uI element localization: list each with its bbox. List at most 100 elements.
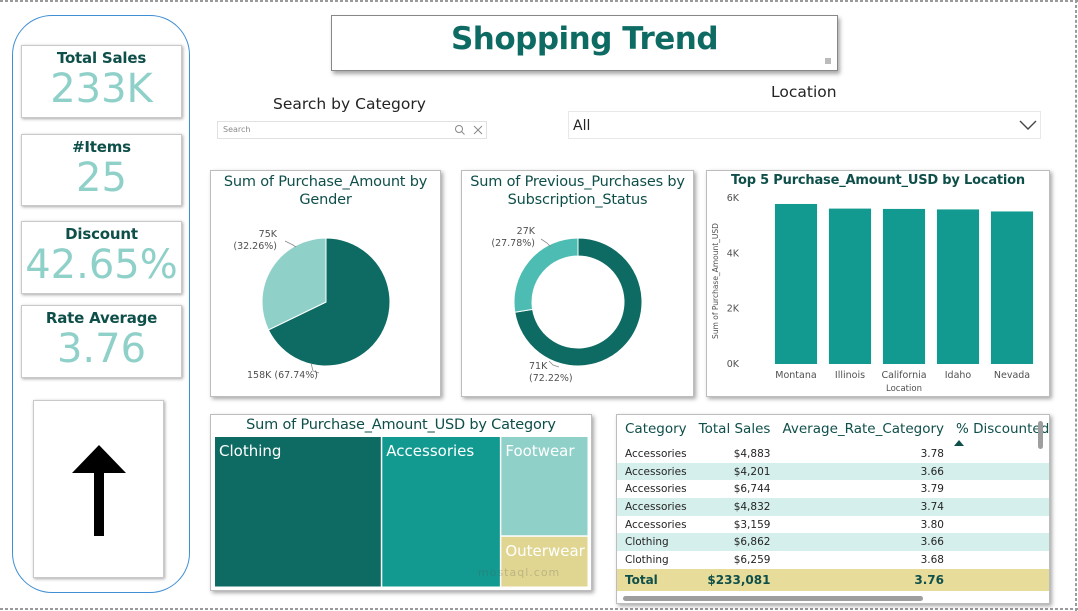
category-treemap-card[interactable]: Sum of Purchase_Amount_USD by Category C… — [210, 414, 592, 591]
bar[interactable] — [990, 211, 1034, 364]
up-arrow-icon — [72, 445, 126, 536]
kpi-label: Rate Average — [45, 309, 158, 327]
table-row[interactable]: Clothing $6,259 3.68 — [617, 551, 1049, 569]
table-row[interactable]: Accessories $4,201 3.66 — [617, 462, 1049, 481]
leader-line — [540, 238, 552, 248]
kpi-label: Discount — [65, 225, 138, 243]
cell-category: Clothing — [625, 553, 669, 566]
search-placeholder: Search — [223, 125, 251, 134]
bar[interactable] — [936, 209, 980, 364]
total-cell: $233,081 — [690, 568, 775, 591]
table-row[interactable]: Accessories $6,744 3.79 — [617, 480, 1049, 498]
treemap-tile[interactable] — [501, 536, 588, 587]
category-search-input[interactable]: Search — [217, 121, 487, 139]
treemap-tile-label: Accessories — [386, 442, 474, 460]
treemap-tile[interactable] — [215, 437, 381, 587]
header-discounted[interactable]: % Discounted S — [948, 415, 1050, 446]
x-tick-label: California — [881, 370, 926, 381]
cell-category: Accessories — [625, 483, 687, 496]
cell-discount — [948, 516, 1049, 534]
cell-rate: 3.74 — [774, 498, 948, 516]
chart-title: Sum of Purchase_Amount_USD by Category — [246, 417, 556, 433]
cell-category: Accessories — [625, 518, 687, 531]
header-avg-rate[interactable]: Average_Rate_Category — [782, 421, 944, 437]
location-bar-card[interactable]: Top 5 Purchase_Amount_USD by Location 0K… — [706, 170, 1050, 397]
cell-sales: $4,883 — [733, 447, 771, 460]
table-row[interactable]: Clothing $6,862 3.66 — [617, 533, 1049, 552]
leader-line — [284, 240, 297, 248]
header-total-sales[interactable]: Total Sales — [698, 421, 771, 437]
cell-discount — [948, 480, 1049, 498]
leader-line — [548, 360, 560, 368]
treemap-tile[interactable] — [382, 437, 500, 587]
search-icon[interactable] — [454, 124, 466, 136]
top-border — [0, 0, 1078, 2]
bar[interactable] — [882, 208, 926, 364]
cell-discount — [948, 462, 1049, 481]
pie-slice[interactable] — [261, 237, 327, 331]
kpi-value: 233K — [50, 66, 153, 112]
pie-slice[interactable] — [267, 237, 391, 367]
treemap-tile-label: Outerwear — [505, 542, 585, 560]
vertical-scrollbar[interactable] — [1038, 421, 1043, 449]
cell-category: Accessories — [617, 498, 691, 516]
bar[interactable] — [828, 208, 872, 364]
bar[interactable] — [774, 203, 818, 364]
cell-discount — [948, 533, 1049, 552]
right-border — [1075, 0, 1077, 611]
total-cell: Total — [617, 568, 691, 591]
y-tick-label: 0K — [727, 359, 740, 370]
cell-sales: $6,259 — [733, 553, 771, 566]
cell-discount — [948, 445, 1049, 463]
pie-slice[interactable] — [513, 237, 579, 313]
location-dropdown[interactable]: All — [568, 111, 1041, 139]
kpi-card-discount[interactable]: Discount 42.65% — [21, 221, 182, 294]
category-slicer-title: Search by Category — [273, 95, 426, 113]
kpi-value: 3.76 — [56, 326, 147, 372]
table-row[interactable]: Accessories $4,883 3.78 — [617, 445, 1049, 463]
kpi-card-items[interactable]: #Items 25 — [21, 134, 182, 206]
subscription-donut-card[interactable]: Sum of Previous_Purchases by Subscriptio… — [461, 170, 694, 397]
kpi-value: 42.65% — [25, 242, 178, 288]
chart-title: Sum of Previous_Purchases by Subscriptio… — [470, 174, 685, 208]
treemap-tile[interactable] — [501, 437, 588, 536]
slice-label: 158K (67.74%) — [247, 370, 318, 381]
table-row[interactable]: Accessories $4,832 3.74 — [617, 498, 1049, 516]
cell-sales: $3,159 — [733, 518, 771, 531]
x-tick-label: Illinois — [835, 370, 865, 381]
cell-sales: $6,862 — [690, 533, 775, 552]
resize-grip-icon — [825, 58, 831, 64]
header-discounted-label: % Discounted S — [956, 421, 1050, 437]
kpi-card-total-sales[interactable]: Total Sales 233K — [21, 45, 182, 118]
chart-title: Sum of Purchase_Amount by Gender — [223, 174, 428, 208]
title-box: Shopping Trend — [331, 15, 838, 71]
y-tick-label: 2K — [727, 304, 740, 315]
slice-label: 71K (72.22%) — [529, 361, 573, 384]
chart-title: Top 5 Purchase_Amount_USD by Location — [731, 173, 1025, 188]
total-cell: 3.76 — [774, 568, 948, 591]
location-slicer-title: Location — [771, 83, 837, 101]
gender-pie-card[interactable]: Sum of Purchase_Amount by Gender 158K (6… — [210, 170, 441, 397]
horizontal-scrollbar[interactable] — [623, 596, 923, 601]
kpi-card-rate-average[interactable]: Rate Average 3.76 — [21, 305, 182, 378]
kpi-label: #Items — [72, 138, 131, 156]
clear-icon[interactable] — [472, 124, 484, 136]
cell-sales: $4,832 — [690, 498, 775, 516]
table-row[interactable]: Accessories $3,159 3.80 — [617, 516, 1049, 534]
arrow-button[interactable] — [33, 400, 164, 578]
pie-slice[interactable] — [514, 237, 643, 367]
category-table[interactable]: Category Total Sales Average_Rate_Catego… — [616, 414, 1050, 604]
y-tick-label: 4K — [727, 248, 740, 259]
cell-category: Accessories — [625, 447, 687, 460]
table-header-row: Category Total Sales Average_Rate_Catego… — [617, 415, 1050, 446]
kpi-value: 25 — [76, 155, 127, 201]
slice-label: 75K (32.26%) — [233, 229, 277, 252]
cell-sales: $6,744 — [733, 483, 771, 496]
kpi-panel: Total Sales 233K #Items 25 Discount 42.6… — [12, 15, 190, 593]
table: Category Total Sales Average_Rate_Catego… — [617, 415, 1050, 591]
header-category[interactable]: Category — [625, 421, 687, 437]
location-selected: All — [573, 118, 591, 134]
location-bar-chart: 0K 2K 4K 6K Sum of Purchase_Amount_USD Montan… — [711, 193, 1034, 394]
cell-sales: $4,201 — [690, 462, 775, 481]
